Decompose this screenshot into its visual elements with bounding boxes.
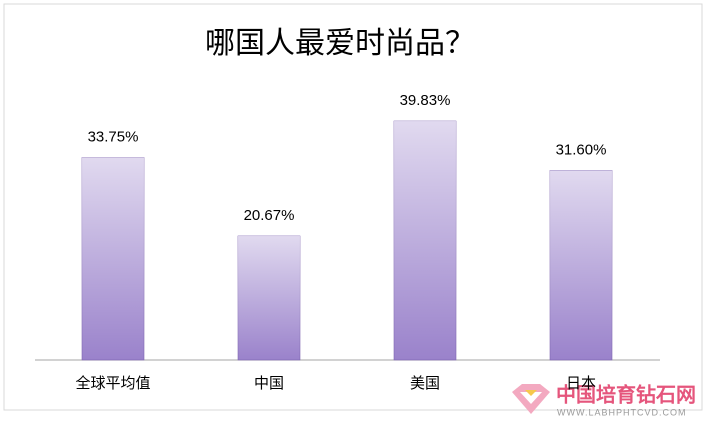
bar-highlight <box>82 157 144 360</box>
watermark-url: WWW.LABHPHTCVD.COM <box>557 407 687 417</box>
x-tick-label: 中国 <box>254 375 284 392</box>
x-tick-label: 全球平均值 <box>75 374 150 392</box>
value-label: 20.67% <box>244 207 295 224</box>
value-label: 39.83% <box>400 92 451 109</box>
chart-frame <box>3 3 703 411</box>
watermark-logo <box>512 384 550 414</box>
chart-title: 哪国人最爱时尚品？ <box>205 27 475 60</box>
value-label: 33.75% <box>88 128 139 145</box>
value-label: 31.60% <box>556 141 607 158</box>
x-tick-label: 日本 <box>566 375 596 392</box>
bar-highlight <box>394 121 456 361</box>
bar-highlight <box>550 170 612 360</box>
watermark-name: 中国培育钻石网 <box>556 382 696 406</box>
bar-highlight <box>238 235 300 360</box>
x-tick-label: 美国 <box>410 375 440 392</box>
